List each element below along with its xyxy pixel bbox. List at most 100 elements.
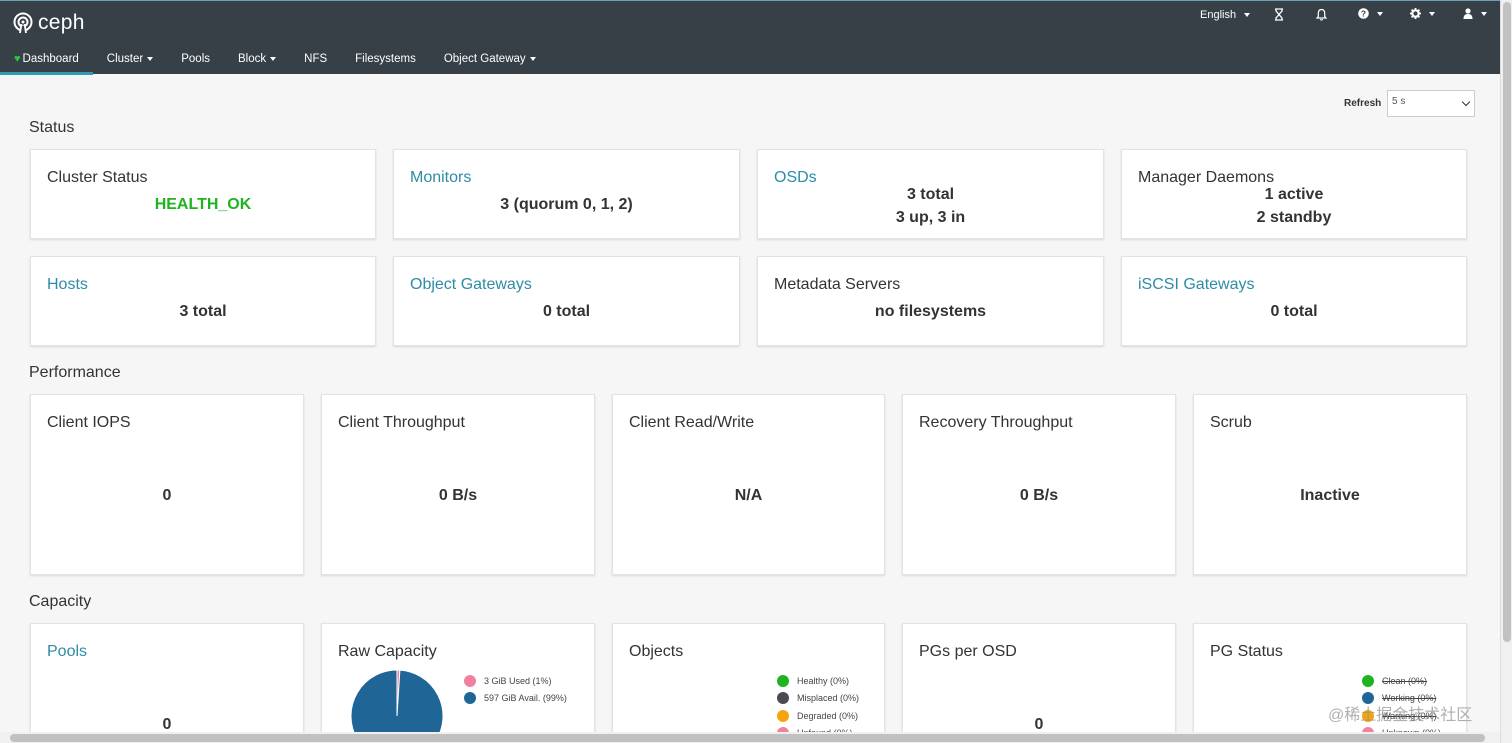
- legend-label: Warning (0%): [1382, 710, 1437, 721]
- scrollbar-thumb[interactable]: [1503, 2, 1511, 642]
- legend-swatch: [777, 692, 789, 705]
- svg-text:?: ?: [1361, 9, 1366, 19]
- legend-label: Degraded (0%): [797, 710, 859, 721]
- card-raw-capacity: Raw Capacity 3 GiB Used (1%) 597 GiB Ava…: [321, 623, 595, 743]
- hourglass-icon: [1275, 8, 1283, 21]
- card-title: Objects: [629, 643, 684, 660]
- card-recovery-throughput: Recovery Throughput 0 B/s: [902, 394, 1176, 575]
- card-client-throughput: Client Throughput 0 B/s: [321, 394, 595, 575]
- card-iscsi-gateways: iSCSI Gateways 0 total: [1121, 256, 1467, 346]
- object-gateways-link[interactable]: Object Gateways: [410, 276, 532, 293]
- nav-object-gateway[interactable]: Object Gateway: [430, 42, 550, 75]
- card-title: Client Read/Write: [629, 414, 755, 431]
- chevron-down-icon: [1461, 97, 1471, 107]
- iscsi-gateways-link[interactable]: iSCSI Gateways: [1138, 276, 1255, 293]
- legend-item-working[interactable]: Working (0%): [1362, 690, 1441, 708]
- card-pg-status: PG Status Clean (0%) Working (0%) Warnin…: [1193, 623, 1467, 743]
- hosts-link[interactable]: Hosts: [47, 276, 88, 293]
- ceph-logo[interactable]: ceph: [12, 11, 85, 35]
- card-pgs-per-osd: PGs per OSD 0: [902, 623, 1176, 743]
- chevron-down-icon: [1244, 13, 1251, 17]
- legend-label: Working (0%): [1382, 693, 1437, 704]
- card-pools: Pools 0: [30, 623, 304, 743]
- card-object-gateways: Object Gateways 0 total: [393, 256, 740, 346]
- osds-up-in-value: 3 up, 3 in: [895, 209, 966, 226]
- ceph-logo-icon: [13, 12, 33, 34]
- nav-pools-label: Pools: [181, 52, 211, 65]
- card-objects: Objects Healthy (0%) Misplaced (0%) Degr…: [612, 623, 885, 743]
- legend-swatch: [777, 709, 789, 722]
- nav-dashboard[interactable]: ♥ Dashboard: [0, 42, 93, 75]
- section-title-performance: Performance: [29, 364, 121, 381]
- scrub-value: Inactive: [1300, 487, 1360, 504]
- main-nav: ♥ Dashboard Cluster Pools Block NFS File…: [0, 42, 550, 75]
- user-icon: [1463, 8, 1473, 19]
- legend-label: Misplaced (0%): [797, 693, 860, 704]
- language-dropdown[interactable]: English: [1200, 9, 1251, 21]
- nav-cluster[interactable]: Cluster: [93, 42, 167, 75]
- pools-value: 0: [162, 716, 172, 733]
- card-title: Scrub: [1210, 414, 1252, 431]
- card-monitors: Monitors 3 (quorum 0, 1, 2): [393, 149, 740, 239]
- nav-object-gateway-label: Object Gateway: [443, 52, 526, 65]
- nav-filesystems[interactable]: Filesystems: [341, 42, 430, 75]
- pie-slice-available[interactable]: [350, 669, 444, 743]
- legend-swatch: [777, 674, 789, 687]
- legend-item-warning[interactable]: Warning (0%): [1362, 707, 1441, 725]
- card-osds: OSDs 3 total 3 up, 3 in: [757, 149, 1104, 239]
- scrollbar-thumb[interactable]: [10, 734, 1485, 742]
- client-iops-value: 0: [162, 487, 172, 504]
- help-dropdown[interactable]: ?: [1358, 8, 1383, 19]
- refresh-label: Refresh: [1344, 98, 1382, 109]
- legend-item-clean[interactable]: Clean (0%): [1362, 672, 1441, 690]
- card-title: Metadata Servers: [774, 276, 901, 293]
- question-circle-icon: ?: [1358, 8, 1369, 19]
- chevron-down-icon: [270, 56, 277, 61]
- card-client-iops: Client IOPS 0: [30, 394, 304, 575]
- card-title: Client Throughput: [338, 414, 465, 431]
- card-title: PGs per OSD: [919, 643, 1017, 660]
- refresh-interval-select[interactable]: 5 s: [1387, 90, 1475, 117]
- osds-total-value: 3 total: [906, 186, 955, 203]
- legend-item-degraded: Degraded (0%): [777, 707, 859, 725]
- watermark-text: @稀土掘金技术社区: [1328, 707, 1473, 724]
- gear-icon: [1410, 8, 1421, 19]
- legend-item-used: 3 GiB Used (1%): [464, 672, 567, 690]
- managers-standby-value: 2 standby: [1256, 209, 1332, 226]
- managers-active-value: 1 active: [1264, 186, 1324, 203]
- health-status-value: HEALTH_OK: [154, 196, 252, 213]
- horizontal-scrollbar[interactable]: [0, 732, 1500, 743]
- notifications-button[interactable]: [1316, 8, 1327, 21]
- raw-capacity-pie-chart: [350, 669, 444, 743]
- nav-filesystems-label: Filesystems: [355, 52, 416, 65]
- nav-pools[interactable]: Pools: [167, 42, 224, 75]
- osds-link[interactable]: OSDs: [774, 169, 817, 186]
- pools-link[interactable]: Pools: [47, 643, 88, 660]
- card-cluster-status: Cluster Status HEALTH_OK: [30, 149, 376, 239]
- monitors-link[interactable]: Monitors: [410, 169, 472, 186]
- chevron-down-icon: [1429, 11, 1435, 16]
- settings-dropdown[interactable]: [1410, 8, 1435, 19]
- card-title: PG Status: [1210, 643, 1283, 660]
- bell-icon: [1316, 8, 1327, 21]
- nav-nfs[interactable]: NFS: [290, 42, 341, 75]
- card-client-read-write: Client Read/Write N/A: [612, 394, 885, 575]
- monitors-value: 3 (quorum 0, 1, 2): [500, 196, 633, 213]
- legend-swatch: [1362, 674, 1374, 687]
- recovery-throughput-value: 0 B/s: [1019, 487, 1059, 504]
- tasks-button[interactable]: [1274, 8, 1284, 21]
- nav-dashboard-label: Dashboard: [22, 52, 79, 65]
- nav-block[interactable]: Block: [224, 42, 290, 75]
- legend-swatch: [464, 692, 476, 705]
- vertical-scrollbar[interactable]: [1500, 0, 1512, 743]
- refresh-interval-value: 5 s: [1392, 96, 1406, 107]
- section-title-status: Status: [29, 119, 75, 136]
- user-dropdown[interactable]: [1463, 8, 1487, 19]
- top-navbar: ceph English ?: [0, 0, 1500, 75]
- iscsi-gateways-value: 0 total: [1270, 303, 1318, 320]
- legend-label: Healthy (0%): [797, 675, 850, 686]
- legend-label: 597 GiB Avail. (99%): [484, 693, 567, 704]
- card-title: Raw Capacity: [338, 643, 437, 660]
- legend-label: 3 GiB Used (1%): [484, 675, 552, 686]
- chevron-down-icon: [147, 56, 154, 61]
